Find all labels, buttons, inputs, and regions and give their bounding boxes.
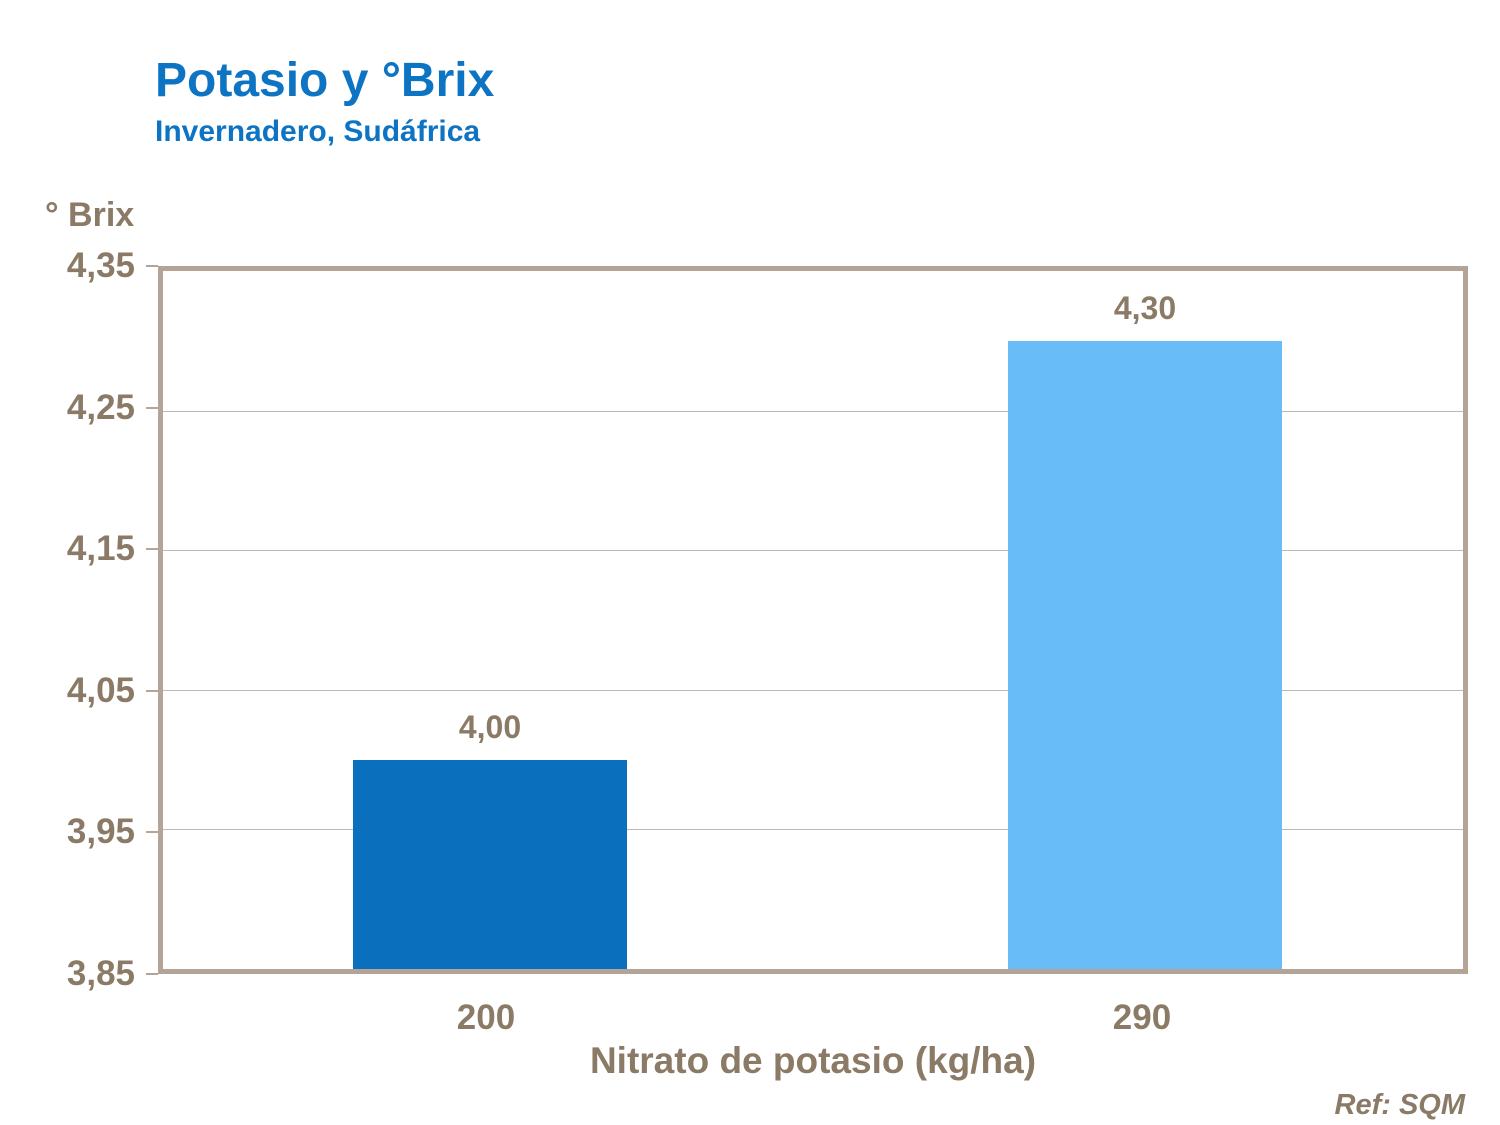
bar-290 (1008, 340, 1282, 969)
chart-title: Potasio y °Brix (155, 54, 495, 107)
y-tickmark (146, 831, 158, 834)
gridline (163, 410, 1463, 412)
bar-value-label: 4,00 (458, 708, 522, 745)
gridline (163, 550, 1463, 552)
bar-value-label: 4,30 (1113, 289, 1177, 326)
title-block: Potasio y °Brix Invernadero, Sudáfrica (155, 57, 494, 149)
reference-note: Ref: SQM (1334, 1089, 1466, 1121)
y-tick-label: 3,95 (66, 812, 135, 852)
y-axis-tickmarks (146, 265, 158, 975)
gridline (163, 689, 1463, 691)
x-tick-label-200: 200 (456, 998, 516, 1037)
y-axis-label: ° Brix (45, 196, 135, 234)
y-tick-label: 3,85 (66, 954, 135, 993)
bar-group-200: 4,00 (353, 271, 627, 969)
y-tick-label: 4,35 (66, 246, 135, 285)
gridline (163, 829, 1463, 831)
y-tickmark (146, 973, 158, 975)
x-axis-title: Nitrato de potasio (kg/ha) (589, 1040, 1037, 1081)
chart-subtitle: Invernadero, Sudáfrica (155, 115, 481, 148)
plot-area: 4,00 4,30 (158, 266, 1468, 974)
y-tickmark (146, 265, 158, 267)
y-tickmark (146, 689, 158, 692)
y-axis-tick-labels: 4,35 4,25 4,15 4,05 3,95 3,85 (30, 246, 135, 993)
bar-200 (353, 759, 627, 969)
bar-group-290: 4,30 (1008, 271, 1282, 969)
y-tick-label: 4,15 (66, 529, 135, 569)
y-tick-label: 4,05 (66, 670, 135, 710)
x-tick-label-290: 290 (1112, 998, 1172, 1037)
y-tickmark (146, 406, 158, 409)
y-tickmark (146, 548, 158, 551)
y-tick-label: 4,25 (66, 387, 135, 427)
